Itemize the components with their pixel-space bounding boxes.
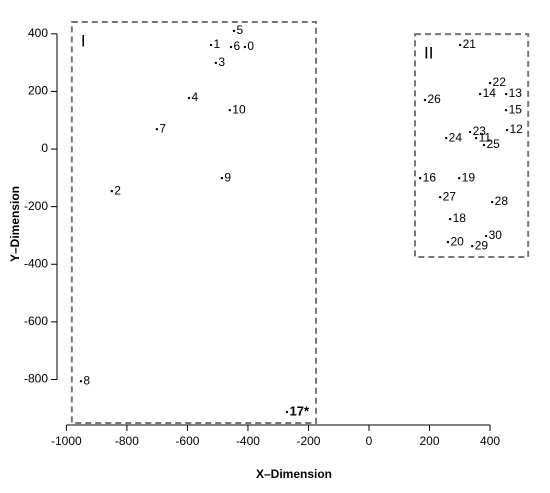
y-tick-label: -200 — [24, 199, 48, 213]
point — [285, 410, 289, 414]
point — [468, 130, 472, 134]
point-label: 21 — [463, 37, 477, 51]
point — [490, 200, 494, 204]
region-label: I — [81, 31, 86, 50]
point — [232, 29, 236, 33]
point — [187, 96, 191, 100]
point-label: 15 — [509, 102, 523, 116]
y-axis-title: Y–Dimension — [8, 186, 22, 262]
point — [448, 217, 452, 221]
y-tick-label: -400 — [24, 256, 48, 270]
region-box — [414, 33, 530, 259]
point — [470, 244, 474, 248]
x-axis-title: X–Dimension — [256, 467, 332, 481]
point — [444, 136, 448, 140]
point — [220, 176, 224, 180]
point-label: 7 — [159, 121, 166, 135]
point — [484, 234, 488, 238]
point — [474, 136, 478, 140]
point-label: 5 — [237, 23, 244, 37]
point — [209, 43, 213, 47]
point-label: 19 — [462, 170, 476, 184]
point-label: 28 — [495, 194, 509, 208]
point — [457, 176, 461, 180]
y-tick-label: 200 — [28, 84, 48, 98]
point — [438, 195, 442, 199]
region-label: II — [424, 44, 433, 63]
point-label: 1 — [214, 37, 221, 51]
x-tick-label: 0 — [366, 434, 373, 448]
point — [418, 176, 422, 180]
y-tick-label: 400 — [28, 26, 48, 40]
y-tick-label: -800 — [24, 372, 48, 386]
point — [504, 108, 508, 112]
point-label: 9 — [224, 170, 231, 184]
point-label: 29 — [475, 238, 489, 252]
x-tick-label: -400 — [236, 434, 260, 448]
point-label: 8 — [83, 373, 90, 387]
point — [155, 127, 159, 131]
x-tick-label: 400 — [480, 434, 500, 448]
point-label: 26 — [427, 92, 441, 106]
point-label: 20 — [450, 234, 464, 248]
point-label: 30 — [489, 228, 503, 242]
point-label: 23 — [473, 124, 487, 138]
point — [505, 128, 509, 132]
point — [504, 92, 508, 96]
point-label: 25 — [487, 137, 501, 151]
point-label: 2 — [114, 183, 121, 197]
point-label: 22 — [493, 75, 507, 89]
point — [243, 45, 247, 49]
point — [423, 98, 427, 102]
point — [214, 61, 218, 65]
point-label: 3 — [218, 55, 225, 69]
y-tick-label: 0 — [41, 141, 48, 155]
point-label: 12 — [510, 122, 524, 136]
point-label: 17* — [289, 403, 309, 418]
point — [228, 108, 231, 112]
point — [229, 45, 233, 49]
y-tick-label: -600 — [24, 314, 48, 328]
x-tick-label: 200 — [420, 434, 440, 448]
point — [446, 240, 450, 244]
point — [458, 43, 462, 47]
x-tick-label: -1000 — [51, 434, 82, 448]
point-label: 14 — [483, 86, 497, 100]
point-label: 27 — [443, 189, 457, 203]
region-box — [70, 21, 318, 424]
x-tick-label: -200 — [296, 434, 320, 448]
point-label: 18 — [453, 211, 467, 225]
point-label: 24 — [449, 130, 463, 144]
point-label: 0 — [247, 39, 254, 53]
point-label: 13 — [509, 86, 523, 100]
x-tick-label: -600 — [175, 434, 199, 448]
point-label: 11 — [479, 130, 492, 144]
point-label: 4 — [191, 90, 198, 104]
point — [478, 92, 482, 96]
x-tick-label: -800 — [115, 434, 139, 448]
point-label: 10 — [232, 102, 246, 116]
point-label: 6 — [234, 39, 241, 53]
point — [488, 81, 492, 85]
point-label: 16 — [423, 170, 437, 184]
point — [482, 143, 486, 147]
point — [110, 189, 113, 193]
point — [79, 380, 83, 383]
